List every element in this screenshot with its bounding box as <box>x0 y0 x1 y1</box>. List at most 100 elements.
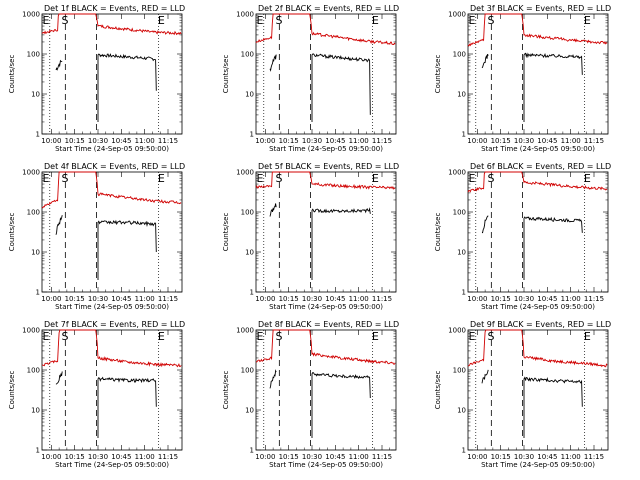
x-tick-label: 10:45 <box>325 453 345 461</box>
x-tick-label: 10:45 <box>537 295 557 303</box>
marker-label: S <box>275 14 282 27</box>
x-tick-label: 10:15 <box>279 453 299 461</box>
series-lld-line <box>467 171 608 193</box>
y-tick-label: 10 <box>245 91 254 99</box>
series-lld-line <box>41 329 182 368</box>
x-tick-label: 10:00 <box>467 295 487 303</box>
x-tick-label: 10:45 <box>325 137 345 145</box>
series-events-line <box>55 371 157 438</box>
x-tick-label: 10:15 <box>491 453 511 461</box>
x-tick-label: 10:15 <box>279 137 299 145</box>
marker-label: S <box>487 330 494 343</box>
plot-frame <box>255 329 397 451</box>
series-lld-line <box>41 171 182 209</box>
y-tick-label: 1 <box>462 447 466 455</box>
plot-frame <box>41 171 183 293</box>
panel-title: Det 6f BLACK = Events, RED = LLD <box>470 162 611 171</box>
series-events-line <box>55 215 157 280</box>
x-tick-label: 11:00 <box>349 295 369 303</box>
panel-1: Det 1f BLACK = Events, RED = LLD 1 10 100 10… <box>8 4 185 153</box>
x-tick-label: 10:45 <box>111 295 131 303</box>
y-axis-label: Counts/sec <box>222 55 230 94</box>
x-tick-label: 10:15 <box>65 453 85 461</box>
marker-label: E <box>584 14 591 27</box>
y-tick-label: 10 <box>31 249 40 257</box>
marker-label: E <box>372 330 379 343</box>
marker-label: S <box>487 14 494 27</box>
y-tick-label: 10 <box>457 407 466 415</box>
marker-label: S <box>275 172 282 185</box>
marker-label: S <box>61 172 68 185</box>
series-events-line <box>481 369 583 438</box>
x-tick-label: 10:00 <box>255 295 275 303</box>
x-tick-label: 11:00 <box>135 453 155 461</box>
y-tick-label: 100 <box>27 51 40 59</box>
x-tick-label: 10:15 <box>491 295 511 303</box>
marker-label: E <box>42 330 49 343</box>
y-tick-label: 1000 <box>236 327 254 335</box>
y-tick-label: 10 <box>31 91 40 99</box>
panel-title: Det 8f BLACK = Events, RED = LLD <box>258 320 399 329</box>
y-tick-label: 1000 <box>236 11 254 19</box>
x-tick-label: 10:30 <box>88 295 108 303</box>
marker-label: E <box>468 14 475 27</box>
y-tick-label: 10 <box>245 407 254 415</box>
marker-label: E <box>158 14 165 27</box>
series-lld-line <box>255 13 396 45</box>
x-tick-label: 10:30 <box>514 453 534 461</box>
x-tick-label: 11:15 <box>158 295 178 303</box>
y-tick-label: 1000 <box>22 11 40 19</box>
plot-frame <box>255 13 397 135</box>
panel-title: Det 3f BLACK = Events, RED = LLD <box>470 4 611 13</box>
y-tick-label: 100 <box>453 367 466 375</box>
marker-label: E <box>468 172 475 185</box>
x-tick-label: 10:30 <box>514 295 534 303</box>
x-tick-label: 10:15 <box>491 137 511 145</box>
x-tick-label: 10:15 <box>65 295 85 303</box>
x-tick-label: 10:00 <box>467 453 487 461</box>
plot-frame <box>41 13 183 135</box>
y-tick-label: 1000 <box>236 169 254 177</box>
x-tick-label: 10:00 <box>41 295 61 303</box>
x-tick-label: 10:45 <box>537 453 557 461</box>
x-tick-label: 10:30 <box>88 453 108 461</box>
x-tick-label: 11:15 <box>158 453 178 461</box>
panel-title: Det 4f BLACK = Events, RED = LLD <box>44 162 185 171</box>
panel-5: Det 5f BLACK = Events, RED = LLD 1 10 100 10… <box>222 162 399 311</box>
y-tick-label: 1 <box>36 289 40 297</box>
marker-label: E <box>158 330 165 343</box>
series-events-line <box>269 369 371 438</box>
y-axis-label: Counts/sec <box>222 213 230 252</box>
marker-label: S <box>275 330 282 343</box>
plot-frame <box>41 329 183 451</box>
marker-label: S <box>487 172 494 185</box>
panel-title: Det 1f BLACK = Events, RED = LLD <box>44 4 185 13</box>
x-tick-label: 11:00 <box>561 137 581 145</box>
plot-frame <box>467 171 609 293</box>
marker-label: E <box>584 330 591 343</box>
x-tick-label: 10:00 <box>41 453 61 461</box>
x-tick-label: 10:45 <box>325 295 345 303</box>
y-tick-label: 1 <box>250 131 254 139</box>
series-lld-line <box>41 13 182 36</box>
panel-title: Det 9f BLACK = Events, RED = LLD <box>470 320 611 329</box>
plot-frame <box>255 171 397 293</box>
panel-9: Det 9f BLACK = Events, RED = LLD 1 10 100 10… <box>434 320 611 469</box>
panel-3: Det 3f BLACK = Events, RED = LLD 1 10 100 10… <box>434 4 611 153</box>
x-tick-label: 10:15 <box>65 137 85 145</box>
series-lld-line <box>467 13 608 47</box>
y-tick-label: 1 <box>250 447 254 455</box>
x-tick-label: 10:00 <box>41 137 61 145</box>
x-tick-label: 11:15 <box>584 295 604 303</box>
series-lld-line <box>467 329 608 368</box>
y-axis-label: Counts/sec <box>434 213 442 252</box>
y-axis-label: Counts/sec <box>222 371 230 410</box>
x-tick-label: 10:00 <box>255 137 275 145</box>
marker-label: E <box>42 14 49 27</box>
panel-title: Det 7f BLACK = Events, RED = LLD <box>44 320 185 329</box>
series-events-line <box>481 52 583 122</box>
y-tick-label: 1 <box>36 131 40 139</box>
y-tick-label: 1000 <box>448 327 466 335</box>
panel-title: Det 2f BLACK = Events, RED = LLD <box>258 4 399 13</box>
